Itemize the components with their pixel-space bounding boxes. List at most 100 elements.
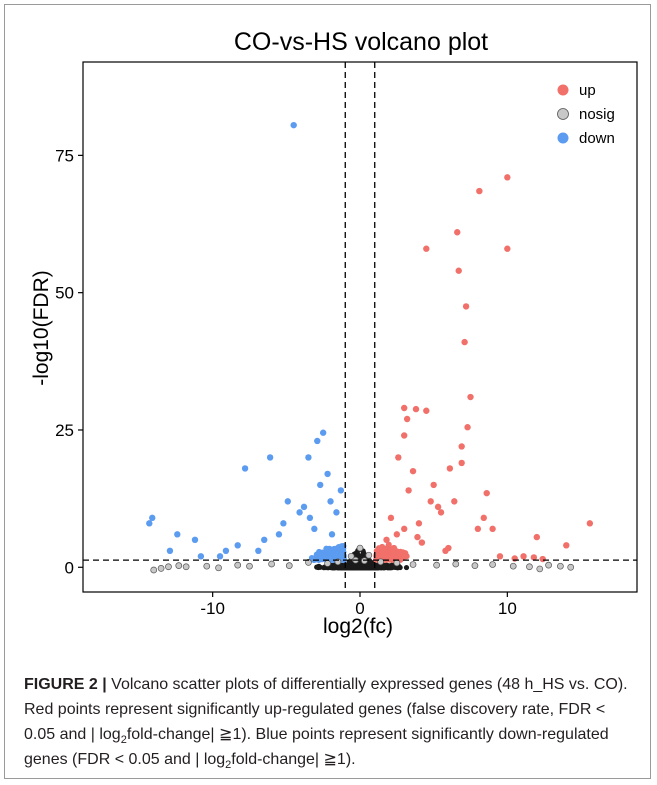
point-up xyxy=(563,542,570,549)
plot-area xyxy=(83,62,637,592)
point-up xyxy=(401,404,408,412)
legend-label-up: up xyxy=(579,82,596,99)
y-tick-label: 0 xyxy=(65,558,74,577)
point-up xyxy=(387,514,395,522)
point-nosig xyxy=(452,560,460,568)
point-up xyxy=(418,539,426,546)
point-nosig xyxy=(215,564,222,572)
point-up xyxy=(412,405,420,413)
down-cluster-point xyxy=(317,551,324,558)
point-down xyxy=(305,454,312,461)
point-nosig xyxy=(567,563,575,571)
point-nosig xyxy=(365,551,373,559)
point-up xyxy=(458,443,465,450)
point-nosig xyxy=(489,561,496,568)
point-down xyxy=(166,547,174,555)
series-down xyxy=(146,121,345,560)
up-cluster-point xyxy=(401,553,408,560)
point-up xyxy=(483,489,490,497)
point-up xyxy=(476,187,483,195)
y-tick-label: 25 xyxy=(55,421,74,440)
figure-frame xyxy=(4,4,651,779)
point-up xyxy=(530,554,538,561)
point-up xyxy=(462,303,470,310)
point-down xyxy=(191,536,199,544)
legend-label-down: down xyxy=(579,130,615,147)
x-tick-label: -10 xyxy=(200,599,225,618)
point-nosig xyxy=(377,558,384,566)
point-nosig xyxy=(471,562,479,569)
point-up xyxy=(454,229,461,236)
point-up xyxy=(401,525,408,533)
point-up xyxy=(539,555,546,563)
down-cluster-point xyxy=(321,554,328,561)
point-up xyxy=(403,415,411,423)
point-up xyxy=(401,432,408,439)
nosig-cloud-point xyxy=(315,564,321,570)
point-up xyxy=(489,525,496,533)
point-down xyxy=(306,514,314,522)
y-tick-label: 75 xyxy=(55,146,74,165)
point-nosig xyxy=(165,563,172,571)
point-nosig xyxy=(285,562,293,569)
point-nosig xyxy=(268,560,275,568)
figure-caption: FIGURE 2 | Volcano scatter plots of diff… xyxy=(24,672,636,772)
caption-sub-1: 2 xyxy=(120,734,127,747)
plot-border xyxy=(82,61,638,593)
down-cluster-point xyxy=(338,543,345,550)
nosig-cloud-point xyxy=(403,564,410,571)
series-nosig xyxy=(150,544,575,574)
point-up xyxy=(390,544,398,552)
point-nosig xyxy=(557,562,564,570)
point-up xyxy=(464,424,471,431)
point-nosig xyxy=(347,552,355,560)
point-up xyxy=(434,503,442,511)
x-tick-label: 10 xyxy=(498,599,517,618)
nosig-cloud-point xyxy=(365,562,371,568)
point-down xyxy=(327,498,334,505)
nosig-cloud-point xyxy=(376,564,382,571)
caption-sub-2: 2 xyxy=(225,759,232,772)
point-up xyxy=(423,407,430,414)
point-down xyxy=(300,503,308,511)
point-up xyxy=(480,514,487,522)
y-axis-label: -log10(FDR) xyxy=(30,270,53,386)
axes: -10 0 10 0 25 50 75 xyxy=(55,61,638,618)
point-up xyxy=(405,487,412,494)
point-down xyxy=(261,536,268,544)
point-up xyxy=(437,509,445,516)
point-nosig xyxy=(433,561,440,569)
point-down xyxy=(333,509,340,516)
point-up xyxy=(461,338,468,346)
point-down xyxy=(311,525,318,533)
point-up xyxy=(451,498,458,505)
point-up xyxy=(504,245,511,252)
point-up xyxy=(423,245,430,252)
point-nosig xyxy=(203,562,211,570)
point-nosig xyxy=(150,566,158,574)
down-cluster-point xyxy=(325,549,332,556)
point-nosig xyxy=(545,561,552,569)
point-nosig xyxy=(182,563,190,571)
point-up xyxy=(455,267,462,274)
point-down xyxy=(314,437,321,445)
x-tick-label: 0 xyxy=(355,599,364,618)
caption-label: FIGURE 2 | xyxy=(24,676,107,693)
point-up xyxy=(409,467,417,475)
point-down xyxy=(328,531,336,538)
point-nosig xyxy=(175,562,183,569)
point-nosig xyxy=(157,565,165,572)
point-up xyxy=(446,465,454,472)
point-up xyxy=(383,536,390,544)
volcano-chart: CO-vs-HS volcano plot -log10(FDR) log2(f… xyxy=(30,28,638,638)
point-nosig xyxy=(246,562,253,570)
point-down xyxy=(290,121,297,129)
point-down xyxy=(284,498,292,505)
point-nosig xyxy=(324,560,331,567)
down-cluster-point xyxy=(331,545,338,552)
nosig-cloud-point xyxy=(361,550,367,556)
point-nosig xyxy=(356,544,364,552)
nosig-cloud xyxy=(314,545,410,571)
chart-title: CO-vs-HS volcano plot xyxy=(234,28,488,56)
point-down xyxy=(296,509,303,516)
